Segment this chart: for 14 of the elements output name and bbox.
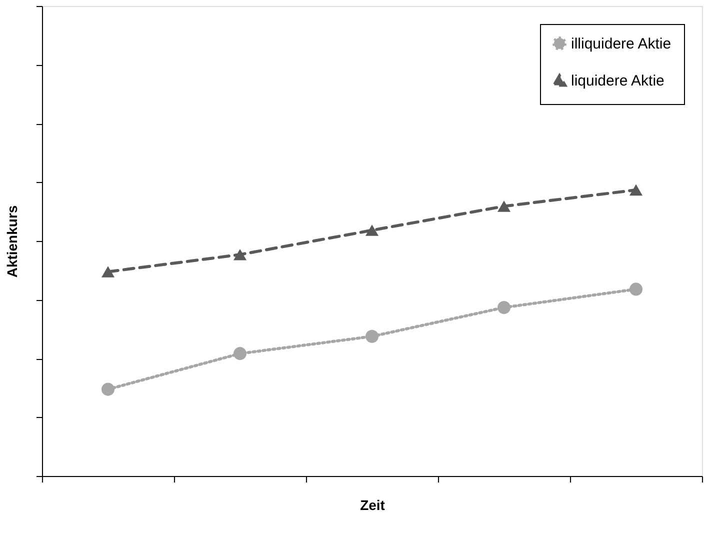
point: [233, 248, 247, 260]
point: [497, 200, 511, 212]
legend-label: illiquidere Aktie: [571, 36, 672, 52]
point: [101, 382, 115, 396]
point: [629, 282, 643, 296]
point: [365, 330, 379, 343]
y-axis-title: Aktienkurs: [4, 205, 20, 278]
point: [233, 347, 247, 360]
legend-label: liquidere Aktie: [571, 72, 664, 90]
point: [101, 266, 115, 278]
point: [629, 184, 643, 196]
point: [497, 301, 511, 314]
x-axis-title: Zeit: [360, 497, 386, 513]
point: [365, 224, 379, 236]
